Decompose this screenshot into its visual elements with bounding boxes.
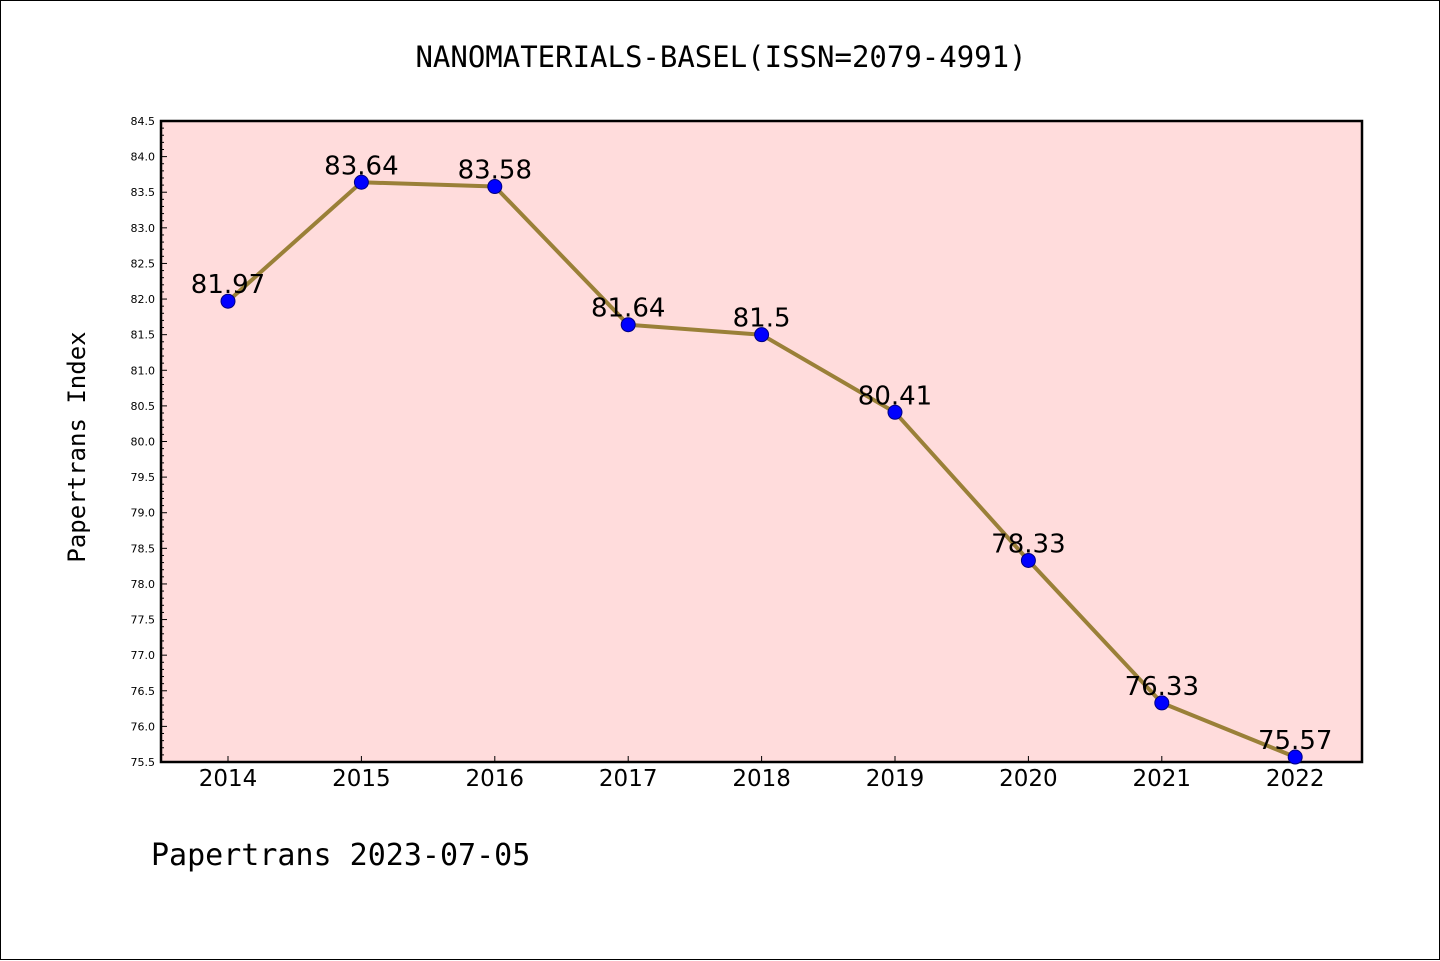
y-tick-label: 76.5 [131, 685, 156, 698]
y-tick-label: 79.0 [131, 507, 156, 520]
data-point-marker [1154, 695, 1170, 711]
y-tick-label: 84.5 [131, 115, 156, 128]
data-label: 81.5 [733, 304, 791, 334]
data-point-marker [487, 179, 503, 195]
y-tick-label: 83.0 [131, 222, 156, 235]
data-label: 81.64 [591, 294, 665, 324]
x-tick-label: 2019 [866, 766, 925, 792]
plot-area [159, 119, 1364, 764]
data-point-marker [620, 317, 636, 333]
y-tick-label: 77.5 [131, 614, 156, 627]
y-tick-label: 79.5 [131, 471, 156, 484]
data-label: 83.58 [458, 156, 532, 186]
y-axis-label: Papertrans Index [63, 331, 91, 562]
y-tick-label: 78.0 [131, 578, 156, 591]
data-label: 75.57 [1258, 726, 1332, 756]
y-tick-label: 78.5 [131, 542, 156, 555]
data-point-marker [754, 327, 770, 343]
x-tick-label: 2017 [599, 766, 658, 792]
x-tick-label: 2014 [199, 766, 258, 792]
y-tick-label: 80.0 [131, 436, 156, 449]
y-tick-label: 77.0 [131, 649, 156, 662]
y-axis: 75.5 76.0 76.5 77.0 77.5 78.0 78.5 79.0 79.5 80.0… [131, 115, 167, 769]
y-tick-label: 80.5 [131, 400, 156, 413]
x-tick-label: 2020 [999, 766, 1058, 792]
data-point-marker [353, 174, 369, 190]
data-labels: 81.97 83.64 83.58 81.64 81.5 80.41 78.33 76.33 7… [191, 151, 1333, 756]
x-tick-label: 2022 [1266, 766, 1325, 792]
x-tick-label: 2018 [732, 766, 791, 792]
data-points [220, 174, 1303, 765]
data-point-marker [1287, 749, 1303, 765]
data-point-marker [1020, 552, 1036, 568]
data-label: 83.64 [324, 151, 398, 181]
y-tick-label: 81.5 [131, 329, 156, 342]
y-tick-label: 84.0 [131, 151, 156, 164]
y-tick-label: 81.0 [131, 364, 156, 377]
data-point-marker [220, 293, 236, 309]
x-tick-label: 2015 [332, 766, 391, 792]
y-tick-label: 82.5 [131, 257, 156, 270]
data-point-marker [887, 404, 903, 420]
y-tick-label: 82.0 [131, 293, 156, 306]
data-label: 78.33 [991, 529, 1065, 559]
data-label: 76.33 [1125, 672, 1199, 702]
x-tick-label: 2021 [1133, 766, 1192, 792]
chart-title: NANOMATERIALS-BASEL(ISSN=2079-4991) [415, 40, 1026, 74]
x-tick-label: 2016 [466, 766, 525, 792]
y-tick-label: 83.5 [131, 186, 156, 199]
y-tick-label: 76.0 [131, 720, 156, 733]
data-label: 80.41 [858, 381, 932, 411]
x-axis: 2014 2015 2016 2017 2018 2019 2020 2021 2022 [199, 756, 1325, 792]
y-tick-label: 75.5 [131, 756, 156, 769]
footer-text: Papertrans 2023-07-05 [151, 838, 530, 873]
data-label: 81.97 [191, 270, 265, 300]
